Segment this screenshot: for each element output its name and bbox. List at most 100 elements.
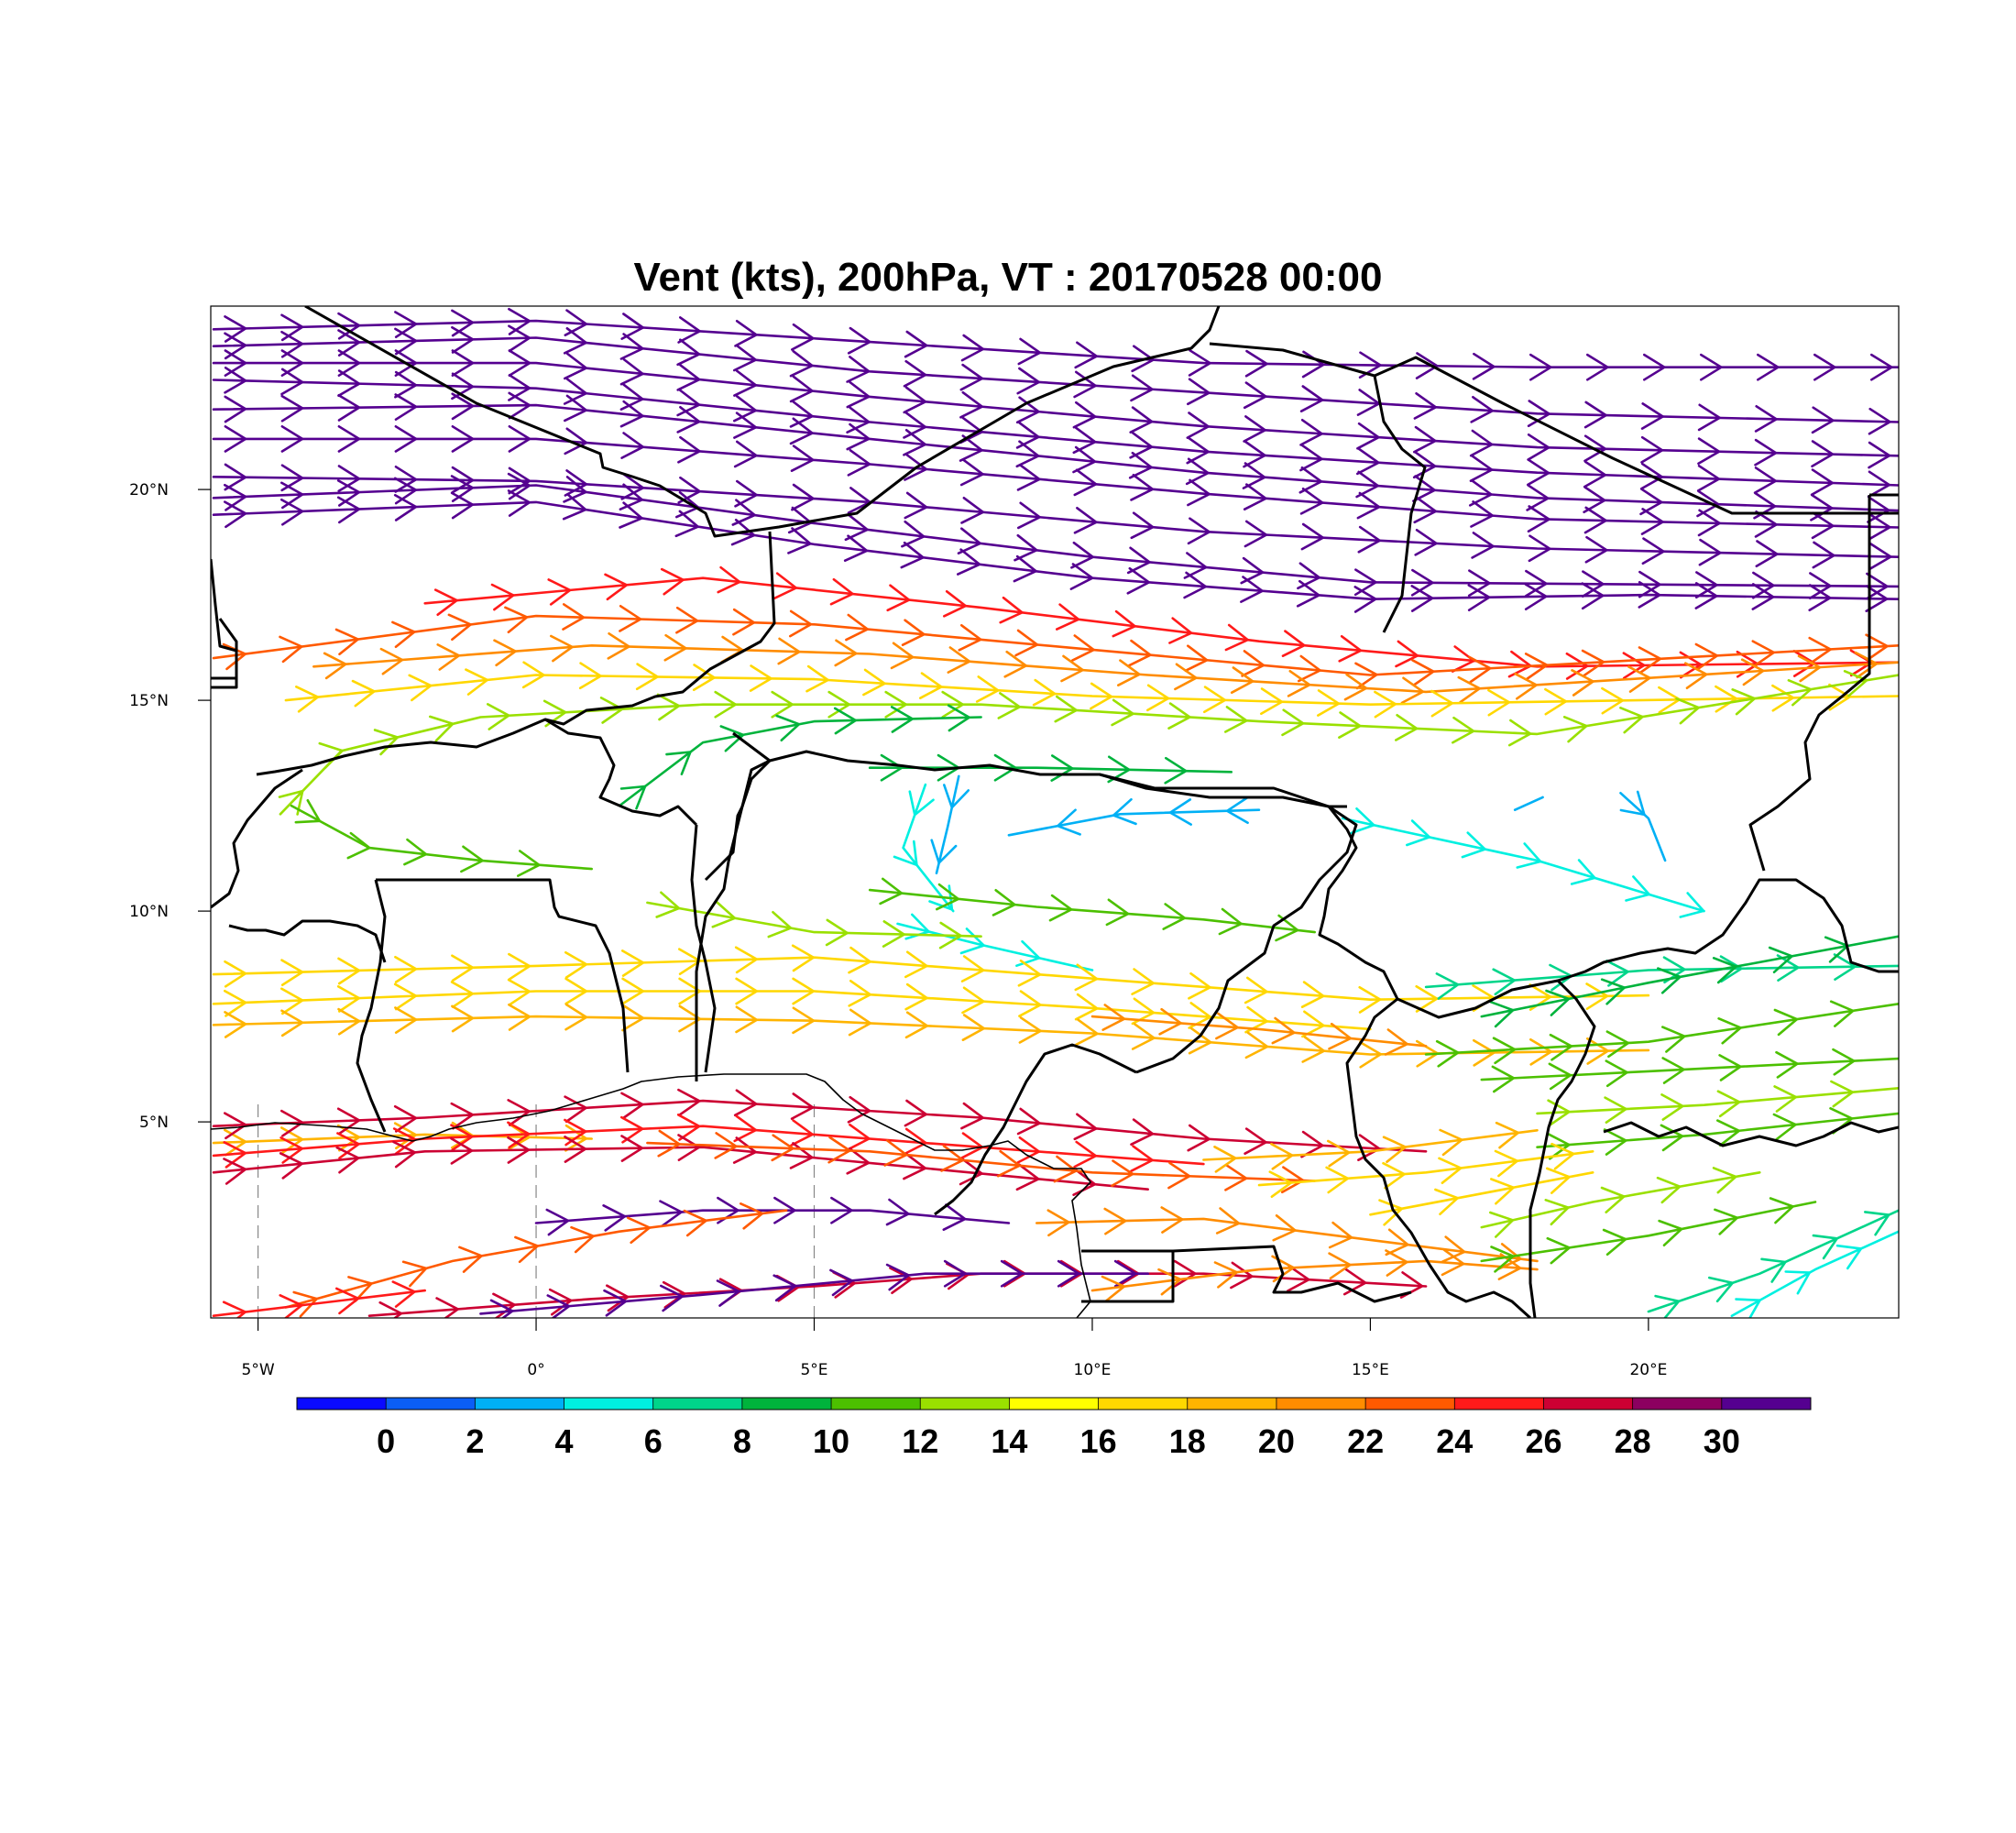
streamline-arrow (224, 366, 247, 394)
streamline-arrow (884, 690, 908, 719)
streamline-path (1647, 1209, 1899, 1313)
streamline-arrow (1048, 894, 1073, 922)
streamline-arrow (792, 1006, 816, 1035)
streamline-arrow (318, 741, 344, 769)
streamline-path (646, 901, 982, 938)
streamline-arrow (1073, 506, 1098, 534)
streamline-arrow (1415, 985, 1439, 1013)
streamline-arrow (777, 637, 801, 665)
streamline-arrow (562, 603, 586, 631)
streamline-arrow (1843, 669, 1868, 697)
streamline-arrow (992, 888, 1016, 916)
streamline-arrow (1581, 570, 1605, 598)
streamline-arrow (834, 639, 858, 667)
streamline-arrow (904, 982, 928, 1011)
streamline-arrow (1457, 675, 1481, 704)
streamline-arrow (1434, 1188, 1459, 1215)
border-congo (1172, 1245, 1412, 1303)
streamline-arrow (1185, 457, 1210, 486)
streamline-arrow (1868, 543, 1892, 570)
streamline-arrow (280, 959, 304, 986)
streamline-arrow (848, 946, 871, 974)
streamline-arrow (959, 927, 985, 955)
streamline-arrow (1619, 790, 1646, 817)
streamline-arrow (1243, 440, 1266, 468)
streamline-arrow (507, 1136, 531, 1164)
streamline-arrow (1602, 1228, 1627, 1257)
streamline-path (1090, 1259, 1539, 1292)
streamline-arrow (1868, 512, 1891, 541)
streamline-arrow (1828, 683, 1851, 711)
colorbar-label: 4 (555, 1422, 574, 1460)
colorbar-swatch (564, 1398, 654, 1410)
streamline-arrow (773, 1196, 796, 1224)
streamline-arrow (279, 1109, 304, 1137)
streamline-arrow (564, 1136, 587, 1163)
streamline-arrow (1471, 532, 1495, 559)
coastline-gulf-of-guinea (211, 1073, 1091, 1318)
streamline-path (212, 484, 1899, 588)
colorbar-swatch (1365, 1398, 1455, 1410)
streamline-arrow (1811, 440, 1835, 468)
streamline (284, 661, 1899, 719)
streamline-arrow (605, 1284, 630, 1312)
streamline-arrow (564, 1095, 587, 1123)
streamline-arrow (492, 1292, 516, 1318)
streamline-arrow (845, 613, 870, 642)
streamline-arrow (733, 1114, 758, 1143)
colorbar-label: 14 (991, 1422, 1027, 1460)
streamline-arrow (1167, 702, 1191, 730)
streamline-arrow (791, 944, 816, 972)
streamline-arrow (337, 329, 361, 357)
streamline-arrow (222, 642, 247, 671)
streamline-arrow (1469, 478, 1493, 507)
streamline-arrow (1769, 1197, 1794, 1224)
streamline-arrow (1338, 634, 1363, 663)
streamline-arrow (677, 1134, 701, 1161)
streamline-arrow (549, 634, 574, 663)
streamline-arrow (1490, 1246, 1515, 1273)
streamline-arrow (508, 424, 531, 453)
streamline-arrow (771, 1134, 794, 1162)
streamline-arrow (1492, 1037, 1517, 1065)
streamline-arrow (1230, 1261, 1254, 1290)
border-ghana-burkina (376, 878, 630, 1073)
streamline-arrow (1679, 892, 1705, 918)
streamline-arrow (1395, 640, 1419, 668)
streamline-arrow (1017, 501, 1041, 530)
streamline-arrow (1584, 535, 1608, 564)
streamline-arrow (1812, 541, 1835, 569)
streamline-arrow (1240, 576, 1264, 603)
streamline-arrow (1491, 1065, 1516, 1093)
streamline-arrow (1661, 1057, 1685, 1084)
streamline-arrow (1412, 451, 1437, 479)
streamline-arrow (1714, 1208, 1739, 1235)
streamline-arrow (733, 440, 758, 468)
border-cameroon (1345, 997, 1431, 1266)
streamline-arrow (1355, 470, 1379, 499)
streamline-arrow (1581, 582, 1605, 610)
streamline-arrow (1640, 402, 1664, 430)
border-congo-drc (1428, 1264, 1532, 1318)
streamline-arrow (1658, 1219, 1683, 1246)
streamline-arrow (1016, 367, 1040, 395)
streamline-arrow (1439, 1128, 1463, 1157)
streamline-arrow (1751, 583, 1775, 610)
streamline-arrow (224, 395, 247, 423)
streamline-arrow (394, 349, 418, 378)
streamline-arrow (1301, 1010, 1325, 1038)
streamline-arrow (903, 359, 927, 388)
streamline-path (1480, 1201, 1817, 1263)
streamline-arrow (1073, 370, 1097, 399)
streamline-arrow (904, 330, 928, 358)
streamline-arrow (889, 1267, 913, 1294)
streamline-arrow (1131, 968, 1155, 995)
streamline-arrow (391, 1280, 416, 1308)
streamline-arrow (1776, 954, 1800, 982)
streamline-arrow (947, 704, 970, 732)
streamline-arrow (676, 363, 701, 391)
lat-tick-label: 5°N (139, 1114, 169, 1132)
streamline-arrow (621, 1004, 645, 1032)
streamline-arrow (224, 960, 247, 988)
